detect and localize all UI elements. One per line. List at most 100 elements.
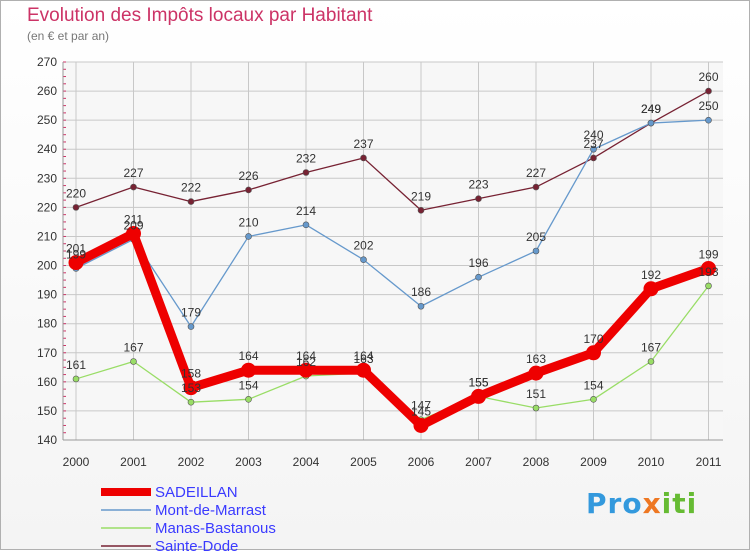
y-tick-label: 250 — [37, 113, 57, 127]
value-label-manas-bastanous: 162 — [296, 355, 316, 369]
value-label-sainte-dode: 220 — [66, 186, 86, 200]
value-label-manas-bastanous: 167 — [123, 340, 143, 354]
y-tick-label: 170 — [37, 346, 57, 360]
plot-area — [63, 62, 723, 440]
data-point-sadeillan — [701, 260, 716, 276]
data-point-mont-de-marrast — [705, 116, 712, 124]
value-label-sadeillan: 155 — [468, 375, 488, 389]
value-label-sadeillan: 163 — [526, 352, 546, 366]
value-label-sadeillan: 145 — [411, 404, 431, 418]
value-label-sadeillan: 164 — [353, 349, 373, 363]
legend: SADEILLAN Mont-de-Marrast Manas-Bastanou… — [101, 483, 276, 555]
y-tick-label: 180 — [37, 317, 57, 331]
legend-item-sainte-dode: Sainte-Dode — [101, 537, 276, 555]
data-point-sainte-dode — [302, 169, 310, 176]
value-label-manas-bastanous: 147 — [411, 399, 431, 413]
data-point-mont-de-marrast — [245, 233, 252, 240]
value-label-manas-bastanous: 163 — [353, 352, 373, 366]
data-point-sainte-dode — [705, 87, 712, 95]
value-label-sainte-dode: 219 — [411, 189, 431, 203]
y-tick-label: 240 — [37, 142, 57, 156]
value-label-sainte-dode: 260 — [698, 70, 718, 84]
value-label-sainte-dode: 227 — [526, 166, 546, 180]
legend-swatch-mont-de-marrast — [101, 509, 151, 511]
x-tick-label: 2005 — [350, 455, 377, 469]
data-point-mont-de-marrast — [590, 145, 597, 153]
x-tick-label: 2011 — [696, 455, 722, 469]
value-label-sadeillan: 158 — [181, 367, 201, 381]
data-point-manas-bastanous — [72, 375, 80, 383]
value-label-sadeillan: 164 — [296, 349, 316, 363]
y-tick-label: 270 — [37, 55, 57, 69]
value-label-mont-de-marrast: 205 — [526, 230, 546, 244]
data-point-sadeillan — [356, 362, 371, 378]
data-point-sainte-dode — [475, 195, 482, 202]
x-tick-label: 2002 — [178, 455, 205, 469]
x-tick-label: 2003 — [235, 455, 262, 469]
value-label-sadeillan: 201 — [66, 242, 86, 256]
legend-item-sadeillan: SADEILLAN — [101, 483, 276, 501]
data-point-manas-bastanous — [245, 395, 252, 403]
data-point-manas-bastanous — [647, 358, 655, 365]
value-label-sadeillan: 211 — [124, 213, 143, 227]
x-tick-label: 2008 — [523, 455, 550, 469]
data-point-manas-bastanous — [705, 282, 712, 290]
x-tick-label: 2010 — [638, 455, 665, 469]
x-tick-label: 2001 — [120, 455, 147, 469]
value-label-mont-de-marrast: 249 — [641, 102, 661, 116]
value-label-sadeillan: 164 — [238, 349, 258, 363]
value-label-manas-bastanous: 153 — [181, 381, 201, 395]
value-label-mont-de-marrast: 214 — [296, 204, 316, 218]
value-label-manas-bastanous: 154 — [583, 378, 603, 392]
value-label-sadeillan: 170 — [583, 332, 603, 346]
value-label-sainte-dode: 237 — [353, 137, 373, 151]
legend-item-manas-bastanous: Manas-Bastanous — [101, 519, 276, 537]
data-point-sadeillan — [413, 417, 429, 433]
legend-swatch-sainte-dode — [101, 545, 151, 547]
data-point-manas-bastanous — [130, 358, 137, 365]
legend-swatch-manas-bastanous — [101, 527, 151, 529]
value-label-manas-bastanous: 155 — [468, 375, 488, 389]
data-point-manas-bastanous — [590, 395, 597, 403]
legend-label-sadeillan: SADEILLAN — [155, 483, 238, 501]
y-tick-label: 200 — [37, 259, 57, 273]
value-label-sadeillan: 199 — [698, 247, 718, 261]
logo-text-part3: iti — [661, 487, 698, 520]
legend-label-sainte-dode: Sainte-Dode — [155, 537, 239, 555]
value-label-mont-de-marrast: 209 — [123, 218, 143, 232]
y-tick-label: 260 — [37, 84, 57, 98]
y-tick-label: 150 — [37, 404, 57, 418]
value-label-sainte-dode: 237 — [583, 137, 603, 151]
value-label-sainte-dode: 223 — [468, 178, 488, 192]
value-label-mont-de-marrast: 240 — [583, 128, 603, 142]
data-point-sainte-dode — [187, 198, 195, 205]
value-label-mont-de-marrast: 202 — [353, 239, 373, 253]
value-label-manas-bastanous: 193 — [698, 265, 718, 279]
value-label-mont-de-marrast: 199 — [66, 247, 86, 261]
data-point-mont-de-marrast — [187, 323, 195, 330]
legend-item-mont-de-marrast: Mont-de-Marrast — [101, 501, 276, 519]
legend-swatch-sadeillan — [101, 488, 151, 496]
data-point-sainte-dode — [417, 206, 425, 214]
data-point-mont-de-marrast — [302, 221, 310, 229]
logo-text-part2: x — [642, 487, 662, 520]
value-label-mont-de-marrast: 250 — [698, 99, 718, 113]
data-point-mont-de-marrast — [417, 302, 425, 310]
series-line-sainte-dode — [75, 90, 710, 211]
value-label-sainte-dode: 227 — [123, 166, 143, 180]
data-point-sainte-dode — [590, 154, 597, 162]
data-point-mont-de-marrast — [475, 273, 482, 281]
value-label-manas-bastanous: 154 — [238, 378, 258, 392]
data-point-sadeillan — [241, 362, 256, 378]
legend-label-mont-de-marrast: Mont-de-Marrast — [155, 501, 266, 519]
data-point-sainte-dode — [360, 154, 367, 162]
y-tick-label: 220 — [37, 200, 57, 214]
logo-text-part1: Pro — [586, 487, 643, 520]
data-point-sadeillan — [471, 388, 486, 404]
data-point-sadeillan — [528, 365, 544, 381]
data-point-sadeillan — [298, 362, 314, 378]
chart-title: Evolution des Impôts locaux par Habitant — [27, 5, 373, 26]
data-point-sainte-dode — [532, 183, 540, 191]
